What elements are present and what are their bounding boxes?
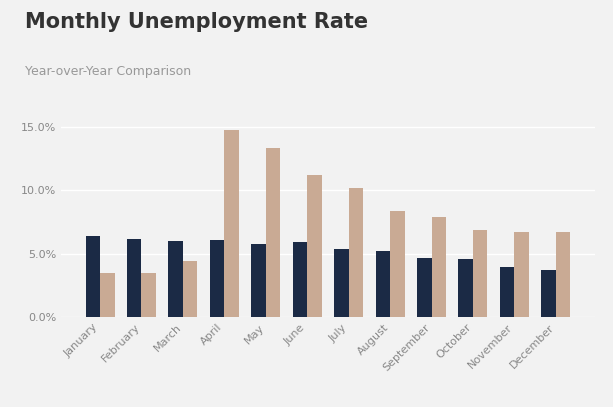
Bar xyxy=(432,217,446,317)
Bar xyxy=(334,249,349,317)
Bar xyxy=(127,239,142,317)
Bar xyxy=(349,188,363,317)
Bar xyxy=(266,148,280,317)
Bar xyxy=(210,240,224,317)
Bar xyxy=(376,251,390,317)
Text: Year-over-Year Comparison: Year-over-Year Comparison xyxy=(25,65,191,78)
Bar xyxy=(86,236,100,317)
Bar xyxy=(142,273,156,317)
Bar xyxy=(251,244,266,317)
Bar xyxy=(224,131,239,317)
Bar xyxy=(556,232,570,317)
Bar xyxy=(100,273,115,317)
Bar xyxy=(417,258,432,317)
Bar xyxy=(541,270,556,317)
Bar xyxy=(183,262,197,317)
Bar xyxy=(307,175,322,317)
Text: Monthly Unemployment Rate: Monthly Unemployment Rate xyxy=(25,12,368,32)
Bar xyxy=(514,232,529,317)
Bar xyxy=(459,259,473,317)
Bar xyxy=(473,230,487,317)
Bar xyxy=(169,241,183,317)
Bar xyxy=(390,211,405,317)
Bar xyxy=(500,267,514,317)
Bar xyxy=(293,243,307,317)
